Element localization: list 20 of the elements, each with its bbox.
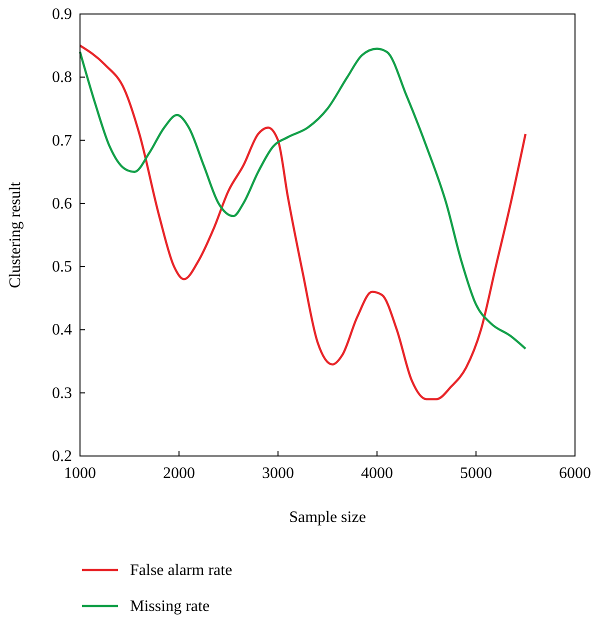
y-axis-title: Clustering result bbox=[7, 181, 24, 288]
x-tick-label: 2000 bbox=[163, 465, 195, 482]
line-series bbox=[78, 48, 527, 350]
x-tick-label: 1000 bbox=[64, 465, 96, 482]
x-tick-label: 4000 bbox=[361, 465, 393, 482]
y-tick-label: 0.5 bbox=[52, 258, 72, 276]
y-tick-label: 0.4 bbox=[52, 322, 72, 339]
y-tick-label: 0.9 bbox=[52, 6, 72, 23]
y-tick-label: 0.3 bbox=[52, 384, 72, 402]
legend-label: False alarm rate bbox=[130, 562, 232, 579]
x-tick-label: 3000 bbox=[262, 465, 294, 482]
x-tick-label: 5000 bbox=[460, 465, 492, 482]
line-series bbox=[78, 44, 527, 400]
y-tick-label: 0.6 bbox=[52, 195, 72, 212]
y-tick-label: 0.2 bbox=[52, 448, 72, 465]
legend-label: Missing rate bbox=[130, 598, 210, 615]
x-axis-title: Sample size bbox=[289, 509, 366, 526]
y-tick-label: 0.8 bbox=[52, 69, 72, 86]
y-tick-label: 0.7 bbox=[52, 132, 72, 150]
x-tick-label: 6000 bbox=[559, 465, 591, 482]
